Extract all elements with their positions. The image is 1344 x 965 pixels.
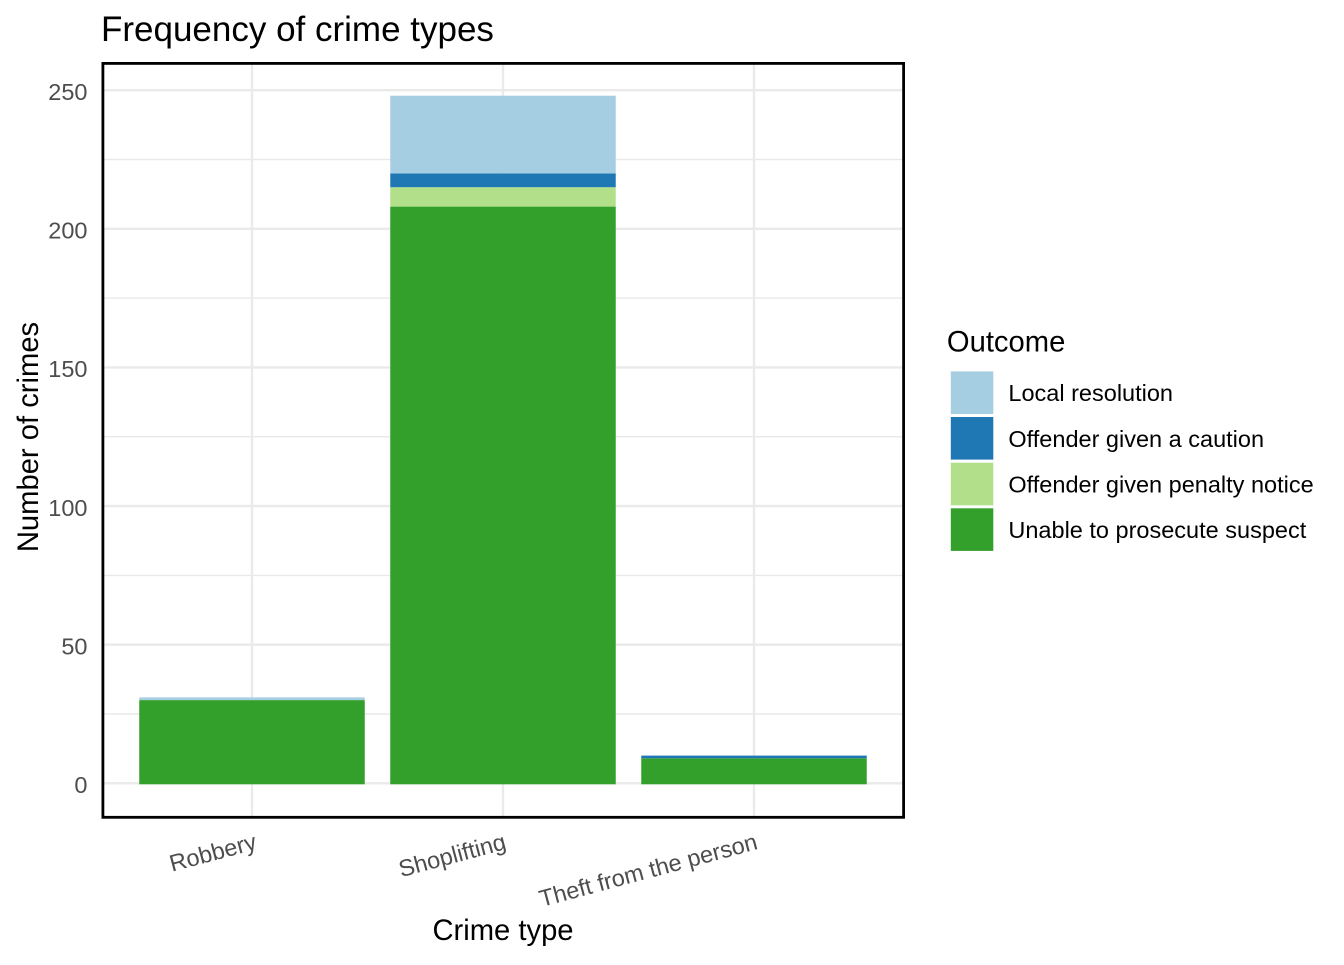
svg-text:200: 200 bbox=[48, 218, 87, 244]
svg-text:Frequency of crime types: Frequency of crime types bbox=[101, 10, 494, 49]
svg-text:Local resolution: Local resolution bbox=[1008, 380, 1173, 406]
svg-text:Outcome: Outcome bbox=[947, 327, 1065, 359]
svg-text:Offender given a caution: Offender given a caution bbox=[1008, 426, 1264, 452]
svg-text:50: 50 bbox=[61, 634, 87, 660]
svg-text:250: 250 bbox=[48, 79, 87, 105]
svg-text:150: 150 bbox=[48, 356, 87, 382]
svg-text:Number of crimes: Number of crimes bbox=[13, 322, 45, 552]
svg-text:Unable to prosecute suspect: Unable to prosecute suspect bbox=[1008, 517, 1306, 543]
svg-text:Crime type: Crime type bbox=[432, 915, 573, 947]
svg-text:100: 100 bbox=[48, 495, 87, 521]
svg-text:Offender given penalty notice: Offender given penalty notice bbox=[1008, 472, 1313, 498]
svg-text:0: 0 bbox=[74, 772, 87, 798]
